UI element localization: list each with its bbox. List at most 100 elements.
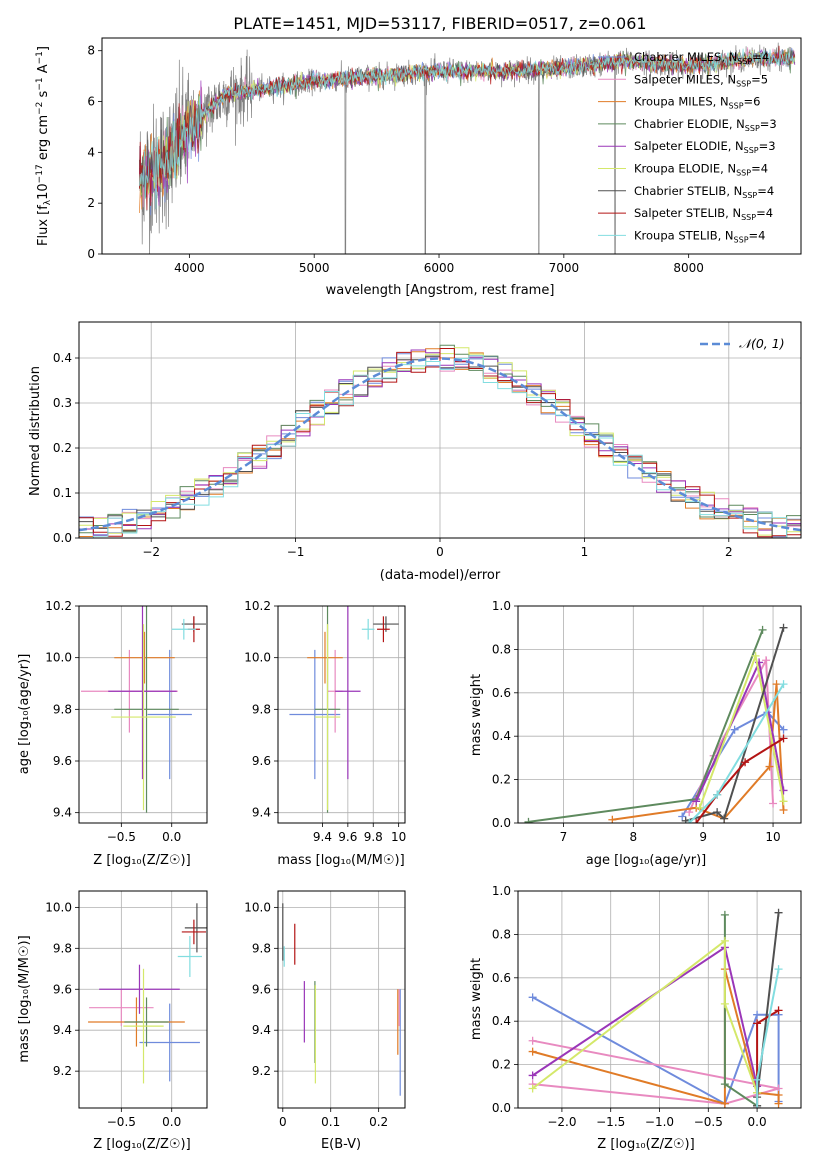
mass_vs_Z-ytick-label: 9.2: [53, 1064, 72, 1078]
weight-point-chabrier-elodie: [720, 910, 729, 919]
weight_vs_age-ytick-label: 0.4: [492, 729, 511, 743]
weight-vs-z-xlabel: Z [log₁₀(Z/Z☉)]: [597, 1137, 694, 1152]
age_vs_mass-xtick-label: 9.6: [338, 830, 357, 844]
age_vs_Z-xtick-label: 0.0: [162, 830, 181, 844]
weight-point-kroupa-elodie: [695, 803, 704, 812]
mass_vs_ebv-frame: [277, 890, 406, 1109]
mass_vs_ebv-ytick-label: 9.4: [252, 1023, 271, 1037]
weight-point-kroupa-elodie: [720, 999, 729, 1008]
weight_vs_Z-xtick-label: −2.0: [547, 1115, 576, 1129]
age_vs_Z-xtick-label: −0.5: [107, 830, 136, 844]
weight_vs_Z-ytick-label: 0.0: [492, 1101, 511, 1115]
age_vs_mass-axes: 9.4 9.6 9.8 10 9.4 9.6 9.8 10.0 10.2: [244, 599, 406, 844]
spectrum-xtick-label: 7000: [549, 261, 580, 275]
legend-label-salpeter-stelib: Salpeter STELIB, NSSP=4: [634, 206, 773, 222]
mass_vs_Z-ytick-label: 9.8: [53, 941, 72, 955]
age_vs_mass-plot-area: [289, 606, 399, 813]
mass_vs_Z-ytick-label: 10.0: [45, 900, 72, 914]
weight_vs_age-xtick-label: 7: [560, 830, 568, 844]
weight_vs_Z-xtick-label: −1.5: [596, 1115, 625, 1129]
weight-point-chabrier-stelib: [779, 623, 788, 632]
weight-point-kroupa-elodie: [779, 797, 788, 806]
residuals-xtick-label: 1: [581, 545, 589, 559]
age-vs-z-xlabel: Z [log₁₀(Z/Z☉)]: [93, 853, 190, 868]
residuals-ytick-label: 0.2: [53, 441, 72, 455]
mass_vs_Z-xtick-label: −0.5: [107, 1115, 136, 1129]
weight-point-chabrier-miles: [678, 812, 687, 821]
age_vs_mass-ytick-label: 10.2: [244, 599, 271, 613]
age_vs_Z-ytick-label: 10.2: [45, 599, 72, 613]
weight-point-salpeter-elodie: [528, 1071, 537, 1080]
age_vs_mass-ytick-label: 10.0: [244, 651, 271, 665]
residuals-ytick-label: 0.1: [53, 486, 72, 500]
residuals-ytick-label: 0.4: [53, 351, 72, 365]
spectrum-xtick-label: 8000: [673, 261, 704, 275]
legend-label-chabrier-stelib: Chabrier STELIB, NSSP=4: [634, 184, 774, 200]
weight-point-kroupa-miles: [528, 1047, 537, 1056]
weight-point-kroupa-stelib: [779, 680, 788, 689]
weight-point-chabrier-miles: [779, 725, 788, 734]
residuals-axes: −2 −1 0 1 2 0.0 0.1 0.2 0.3 0.4 𝒩(0, 1): [53, 321, 802, 559]
weight-point-salpeter-stelib: [741, 758, 750, 767]
weight_vs_Z-ytick-label: 0.2: [492, 1058, 511, 1072]
weight_vs_age-axes: 7 8 9 10 0.0 0.2 0.4 0.6 0.8 1.0: [492, 599, 802, 844]
spectrum-xtick-label: 6000: [424, 261, 455, 275]
residuals-frame: [78, 321, 802, 539]
mass-vs-ebv-xlabel: E(B-V): [321, 1137, 361, 1152]
weight-point-salpeter-miles: [528, 1036, 537, 1045]
age_vs_Z-ytick-label: 9.6: [53, 754, 72, 768]
mass_vs_ebv-ytick-label: 9.8: [252, 941, 271, 955]
mass_vs_Z-plot-area: [88, 903, 207, 1084]
mass_vs_Z-frame: [78, 890, 208, 1109]
weight-point-chabrier-miles: [528, 993, 537, 1002]
weight-point-salpeter-stelib: [692, 819, 701, 823]
weight_vs_Z-ytick-label: 0.6: [492, 971, 511, 985]
weight-point-chabrier-stelib: [720, 814, 729, 823]
weight_vs_age-frame: [517, 605, 802, 824]
weight-point-kroupa-stelib: [713, 790, 722, 799]
age_vs_mass-xtick-label: 9.4: [313, 830, 332, 844]
age_vs_Z-axes: −0.5 0.0 9.4 9.6 9.8 10.0 10.2: [45, 599, 208, 844]
residuals-xtick-label: −1: [287, 545, 305, 559]
weight-point-chabrier-miles: [730, 725, 739, 734]
weight-point-kroupa-miles: [774, 1090, 783, 1099]
weight_vs_age-xtick-label: 8: [629, 830, 637, 844]
weight-point-chabrier-miles: [753, 1010, 762, 1019]
residuals-ytick-label: 0.0: [53, 531, 72, 545]
weight-point-salpeter-miles: [769, 799, 778, 808]
weight-point-kroupa-miles: [779, 805, 788, 814]
weight-point-chabrier-stelib: [681, 816, 690, 823]
legend-label-chabrier-miles: Chabrier MILES, NSSP=4: [634, 50, 769, 66]
legend-label-normal: 𝒩(0, 1): [739, 336, 785, 351]
age-vs-mass-xlabel: mass [log₁₀(M/M☉)]: [277, 853, 404, 868]
age_vs_Z-frame: [78, 605, 208, 824]
weight-line-kroupa-elodie: [531, 938, 759, 1094]
age_vs_Z-ytick-label: 9.4: [53, 806, 72, 820]
weight_vs_age-ytick-label: 0.0: [492, 816, 511, 830]
spectrum-frame: [101, 37, 802, 255]
weight_vs_Z-xtick-label: −0.5: [694, 1115, 723, 1129]
histogram-salpeter-stelib: [79, 348, 801, 538]
residuals-plot-area: [79, 344, 801, 538]
age_vs_Z-ytick-label: 10.0: [45, 651, 72, 665]
weight-point-kroupa-miles: [720, 1099, 729, 1108]
spectrum-legend: Chabrier MILES, NSSP=4 Salpeter MILES, NS…: [598, 50, 777, 244]
mass_vs_Z-xtick-label: 0.0: [162, 1115, 181, 1129]
residuals-xlabel: (data-model)/error: [380, 568, 501, 583]
weight-line-salpeter-miles: [532, 1039, 779, 1105]
weight_vs_Z-ytick-label: 0.4: [492, 1014, 511, 1028]
weight_vs_Z-plot-area: [528, 908, 783, 1108]
model-spectrum-kroupa-stelib: [139, 48, 795, 210]
spectrum-ytick-label: 6: [87, 95, 95, 109]
age-vs-z-ylabel: age [log₁₀(age/yr)]: [17, 654, 32, 775]
weight_vs_age-ytick-label: 1.0: [492, 599, 511, 613]
weight-point-salpeter-stelib: [779, 734, 788, 743]
age_vs_mass-xtick-label: 9.8: [364, 830, 383, 844]
age_vs_Z-plot-area: [81, 606, 206, 813]
age_vs_Z-ytick-label: 9.8: [53, 702, 72, 716]
spectrum-xtick-label: 5000: [299, 261, 330, 275]
age_vs_mass-xtick-label: 10: [391, 830, 406, 844]
mass_vs_ebv-xtick-label: 0: [279, 1115, 287, 1129]
age_vs_mass-ytick-label: 9.8: [252, 702, 271, 716]
weight-point-kroupa-stelib: [774, 965, 783, 974]
